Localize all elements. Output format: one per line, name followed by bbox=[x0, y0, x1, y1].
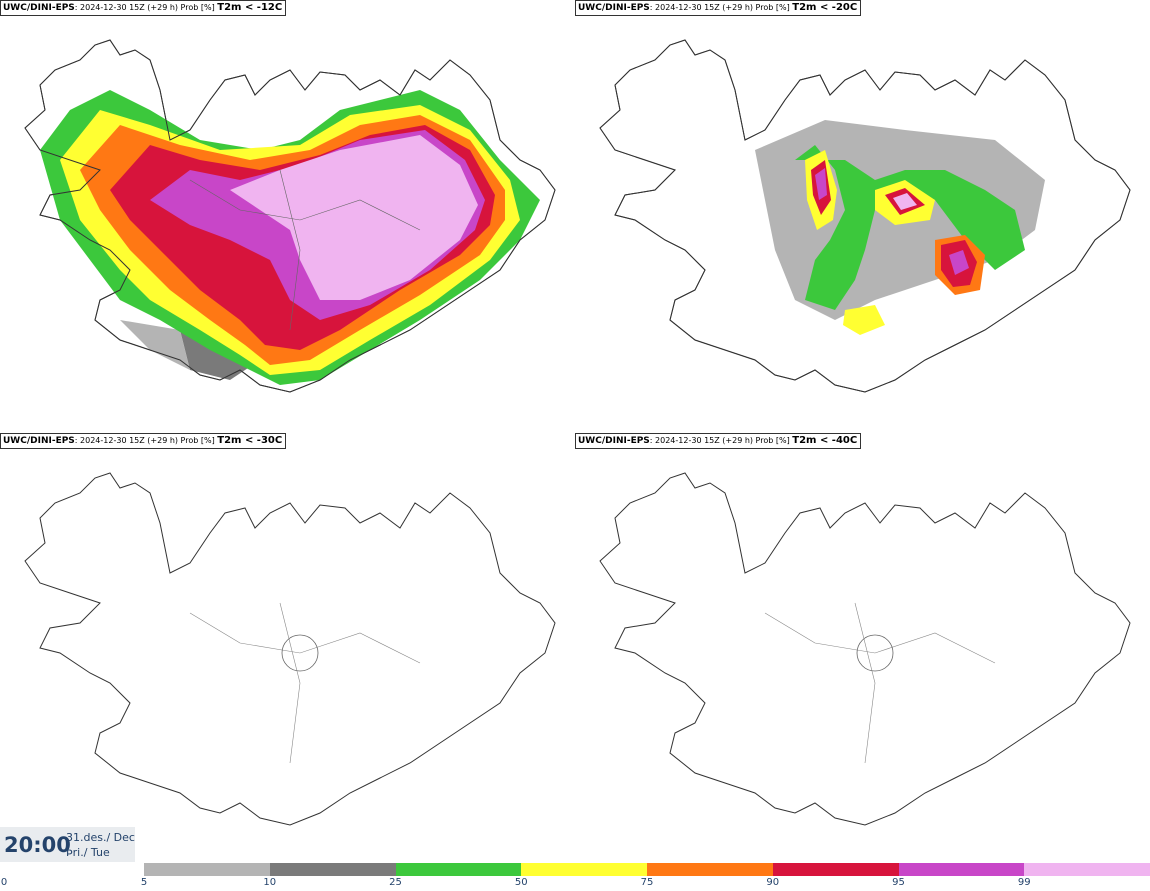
valid-day: Þri./ Tue bbox=[66, 846, 110, 859]
iceland-map bbox=[24, 39, 556, 393]
colorbar-tick-label: 10 bbox=[263, 877, 277, 888]
colorbar-segment bbox=[269, 863, 396, 876]
colorbar-segment bbox=[898, 863, 1025, 876]
iceland-map bbox=[599, 472, 1131, 826]
map-panel-t2m-minus20: UWC/DINI-EPS: 2024-12-30 15Z (+29 h) Pro… bbox=[575, 0, 1150, 433]
iceland-map bbox=[599, 39, 1131, 393]
panel-title: UWC/DINI-EPS: 2024-12-30 15Z (+29 h) Pro… bbox=[575, 433, 862, 449]
iceland-map bbox=[24, 472, 556, 826]
colorbar-tick-label: 90 bbox=[766, 877, 780, 888]
colorbar-tick-label: 0 bbox=[0, 877, 8, 888]
probability-colorbar bbox=[144, 863, 1150, 876]
colorbar-tick-label: 5 bbox=[140, 877, 148, 888]
map-panel-t2m-minus30: UWC/DINI-EPS: 2024-12-30 15Z (+29 h) Pro… bbox=[0, 433, 575, 866]
colorbar-tick-label: 25 bbox=[389, 877, 402, 888]
valid-time: 20:00 bbox=[4, 833, 71, 857]
map-panel-t2m-minus40: UWC/DINI-EPS: 2024-12-30 15Z (+29 h) Pro… bbox=[575, 433, 1150, 866]
colorbar-segment bbox=[1024, 863, 1150, 876]
colorbar-tick-label: 99 bbox=[1017, 877, 1031, 888]
colorbar-tick-label: 75 bbox=[640, 877, 654, 888]
panel-title: UWC/DINI-EPS: 2024-12-30 15Z (+29 h) Pro… bbox=[0, 433, 287, 449]
panel-title: UWC/DINI-EPS: 2024-12-30 15Z (+29 h) Pro… bbox=[0, 0, 287, 16]
colorbar-segment bbox=[772, 863, 899, 876]
colorbar-segment bbox=[144, 863, 271, 876]
colorbar-segment bbox=[395, 863, 522, 876]
colorbar-tick-label: 50 bbox=[514, 877, 528, 888]
valid-time-box: 20:00 31.des./ Dec Þri./ Tue bbox=[0, 827, 135, 862]
panel-title: UWC/DINI-EPS: 2024-12-30 15Z (+29 h) Pro… bbox=[575, 0, 862, 16]
colorbar-tick-label: 95 bbox=[892, 877, 905, 888]
colorbar-segment bbox=[521, 863, 648, 876]
valid-date: 31.des./ Dec bbox=[66, 831, 135, 844]
colorbar-segment bbox=[647, 863, 774, 876]
map-panel-t2m-minus12: UWC/DINI-EPS: 2024-12-30 15Z (+29 h) Pro… bbox=[0, 0, 575, 433]
